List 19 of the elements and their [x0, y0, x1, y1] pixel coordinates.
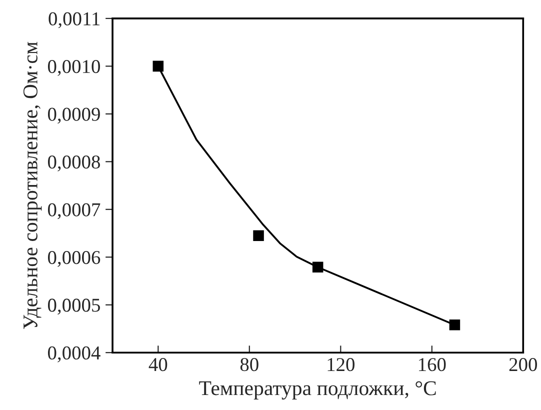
y-tick-label: 0,0006: [48, 250, 100, 267]
y-axis-title: Удельное сопротивление, Ом·см: [23, 42, 42, 329]
x-tick-label: 80: [240, 358, 258, 372]
x-tick-label: 120: [328, 358, 354, 372]
point: [253, 230, 264, 242]
x-tick-label: 160: [419, 358, 446, 372]
x-tick-label: 200: [509, 358, 537, 372]
x-axis-title: Температура подложки, °C: [199, 381, 436, 400]
y-tick-label: 0,0008: [48, 155, 100, 172]
y-tick-label: 0,0005: [48, 298, 100, 315]
point: [152, 60, 164, 72]
y-tick-label: 0,0007: [48, 203, 100, 220]
y-tick-label: 0,0009: [48, 108, 100, 124]
y-tick-label: 0,0010: [48, 60, 100, 76]
y-tick-label: 0,0004: [48, 346, 100, 362]
point: [449, 320, 460, 330]
point: [312, 262, 324, 273]
x-tick-label: 40: [148, 358, 168, 372]
y-tick-label: 0,0011: [48, 12, 100, 28]
